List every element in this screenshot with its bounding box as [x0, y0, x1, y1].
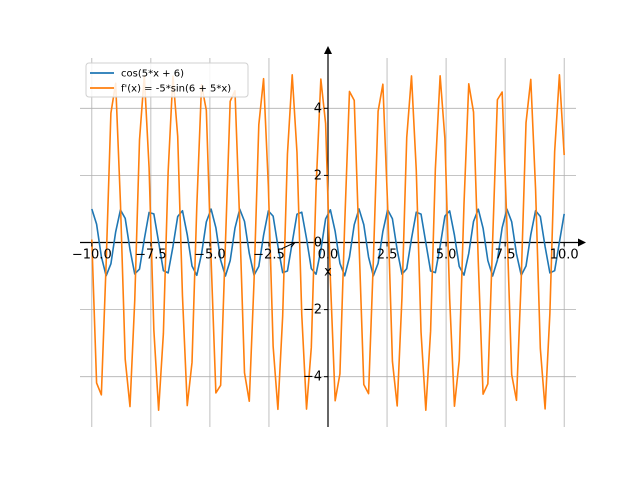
- legend-entry-label: f'(x) = -5*sin(6 + 5*x): [121, 84, 231, 95]
- x-tick-label: 2.5: [377, 248, 398, 263]
- x-tick-label: 0.0: [318, 248, 339, 263]
- y-tick-label: −2: [303, 303, 322, 318]
- legend: cos(5*x + 6) f'(x) = -5*sin(6 + 5*x): [85, 62, 249, 98]
- x-tick-label: −10.0: [72, 248, 112, 263]
- y-axis-arrow-icon: [324, 46, 332, 54]
- annotation-arrowhead-icon: [288, 241, 296, 248]
- series-line-2: [91, 73, 565, 412]
- x-tick-label: −7.5: [135, 248, 167, 263]
- annotation-arrow: [280, 242, 296, 250]
- annotations: [280, 241, 296, 250]
- legend-entry-label: cos(5*x + 6): [121, 69, 184, 80]
- x-tick-label: 7.5: [495, 248, 516, 263]
- series-lines: [91, 73, 565, 412]
- y-tick-label: 2: [314, 168, 322, 183]
- x-tick-label: 5.0: [436, 248, 457, 263]
- y-tick-label: 4: [314, 101, 322, 116]
- legend-box: [85, 62, 249, 98]
- x-tick-label: 10.0: [550, 248, 579, 263]
- x-tick-label: −5.0: [194, 248, 226, 263]
- y-tick-label: −4: [303, 370, 322, 385]
- x-tick-label: −2.5: [253, 248, 285, 263]
- y-tick-label: 0: [314, 236, 322, 251]
- tick-labels: −10.0 −7.5 −5.0 −2.5 0.0 2.5 5.0 7.5 10.0 −4 −2 0 2 4: [72, 101, 579, 384]
- x-axis-label: x: [324, 265, 332, 280]
- x-axis-arrow-icon: [578, 238, 586, 247]
